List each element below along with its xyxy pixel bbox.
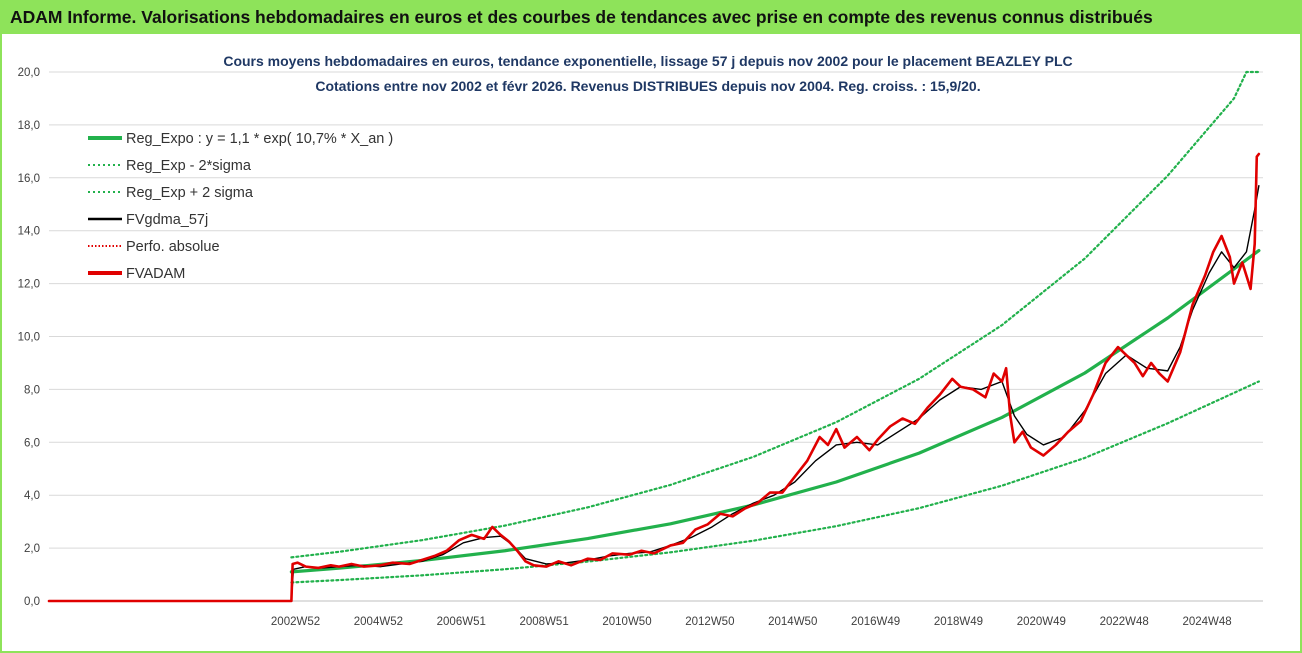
legend-label: Reg_Expo : y = 1,1 * exp( 10,7% * X_an ) [126,131,393,147]
chart-title-line-1: Cours moyens hebdomadaires en euros, ten… [223,53,1072,69]
x-tick-label: 2018W49 [934,616,983,628]
x-tick-label: 2004W52 [354,616,403,628]
x-tick-label: 2002W52 [271,616,320,628]
legend-entry: Reg_Exp + 2 sigma [88,185,254,201]
legend-label: Perfo. absolue [126,239,220,255]
legend-label: FVgdma_57j [126,212,208,228]
legend-label: FVADAM [126,266,185,282]
legend-entry: FVgdma_57j [88,212,208,228]
y-tick-label: 12,0 [18,279,40,291]
y-tick-label: 6,0 [24,437,40,449]
x-tick-label: 2012W50 [685,616,734,628]
x-tick-label: 2008W51 [520,616,569,628]
y-tick-label: 18,0 [18,120,40,132]
x-tick-label: 2016W49 [851,616,900,628]
y-tick-label: 10,0 [18,332,40,344]
chart-area [0,34,1302,653]
series-line-5 [47,152,1261,603]
x-tick-label: 2024W48 [1182,616,1231,628]
legend-entry: Perfo. absolue [88,239,220,255]
x-tick-label: 2006W51 [437,616,486,628]
series-line-1 [290,380,1260,584]
line-chart: 0,0 2,0 4,0 6,0 8,0 10,0 12,0 14,0 16,0 18,0 20,0 2… [18,53,1263,628]
y-tick-label: 4,0 [24,490,40,502]
chart-title-line-2: Cotations entre nov 2002 et févr 2026. R… [315,78,980,94]
y-tick-label: 0,0 [24,596,40,608]
legend-entry: FVADAM [88,266,185,282]
legend: Reg_Expo : y = 1,1 * exp( 10,7% * X_an )… [88,131,393,282]
y-tick-label: 20,0 [18,67,40,79]
report-header: ADAM Informe. Valorisations hebdomadaire… [0,0,1302,34]
y-tick-label: 16,0 [18,173,40,185]
axes: 0,0 2,0 4,0 6,0 8,0 10,0 12,0 14,0 16,0 18,0 20,0 2… [18,67,1263,628]
series-line-0 [289,248,1261,574]
legend-entry: Reg_Expo : y = 1,1 * exp( 10,7% * X_an ) [88,131,393,147]
y-tick-label: 14,0 [18,226,40,238]
legend-entry: Reg_Exp - 2*sigma [88,158,252,174]
series-line-2 [290,70,1260,559]
series-line-3 [48,185,1260,602]
y-tick-label: 8,0 [24,384,40,396]
gridlines [49,71,1263,602]
y-tick-label: 2,0 [24,543,40,555]
series-lines [47,70,1261,603]
legend-label: Reg_Exp - 2*sigma [126,158,252,174]
x-tick-label: 2014W50 [768,616,817,628]
x-tick-label: 2020W49 [1017,616,1066,628]
chart-title: Cours moyens hebdomadaires en euros, ten… [223,53,1072,94]
x-tick-label: 2010W50 [602,616,651,628]
legend-label: Reg_Exp + 2 sigma [126,185,254,201]
x-tick-label: 2022W48 [1100,616,1149,628]
